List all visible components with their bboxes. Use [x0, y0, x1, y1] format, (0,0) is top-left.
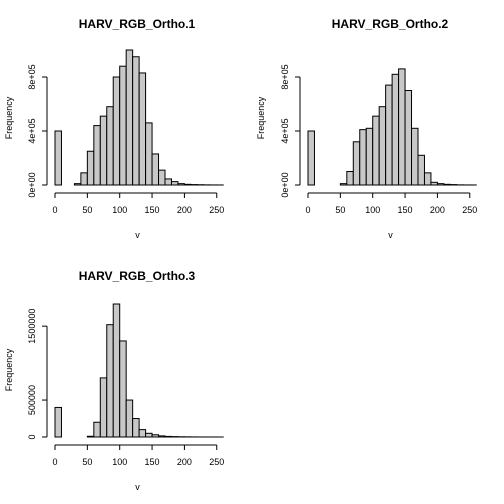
- histogram-bar: [93, 125, 101, 186]
- histogram-bar: [443, 183, 451, 186]
- histogram-bar: [423, 172, 432, 186]
- histogram-bar: [170, 181, 179, 186]
- histogram-bar: [164, 178, 172, 186]
- x-axis-label: v: [135, 482, 140, 492]
- histogram-bar: [151, 153, 160, 186]
- histogram-bar: [430, 181, 438, 186]
- x-tick-label: 200: [177, 205, 192, 215]
- x-tick-label: 150: [398, 205, 413, 215]
- x-tick-label: 0: [52, 457, 57, 467]
- y-axis-label: Frequency: [256, 96, 266, 139]
- histogram-bar: [365, 127, 374, 186]
- y-tick-label: 0: [27, 434, 37, 439]
- y-axis-label: Frequency: [4, 96, 14, 139]
- x-tick-label: 250: [209, 205, 224, 215]
- chart-title: HARV_RGB_Ortho.2: [332, 17, 449, 31]
- histogram-bar: [86, 150, 95, 186]
- x-tick-label: 50: [82, 457, 92, 467]
- y-tick-label: 0e+00: [27, 172, 37, 197]
- histogram-bar: [307, 130, 315, 186]
- x-tick-label: 150: [145, 457, 160, 467]
- histogram-bar: [436, 183, 445, 186]
- x-tick-label: 200: [430, 205, 445, 215]
- histogram-bar: [106, 106, 114, 186]
- x-axis-label: v: [388, 230, 393, 240]
- y-tick-label: 8e+05: [27, 64, 37, 89]
- histogram-bar: [119, 65, 127, 186]
- histogram-bar: [385, 84, 393, 186]
- y-tick-label: 0e+00: [280, 172, 290, 197]
- histogram-panel-2: HARV_RGB_Ortho.2 0 50 100 150 200 250 v 0e+00 4e+…: [256, 17, 477, 240]
- histogram-bar: [132, 418, 140, 438]
- y-tick-label: 4e+05: [280, 118, 290, 143]
- histogram-bar: [112, 76, 121, 186]
- histogram-bar: [158, 435, 166, 438]
- histogram-bar: [112, 303, 121, 438]
- x-axis-label: v: [135, 230, 140, 240]
- histogram-bar: [346, 171, 354, 186]
- histogram-bar: [80, 172, 88, 186]
- histogram-bar: [352, 141, 361, 186]
- x-tick-label: 100: [112, 205, 127, 215]
- y-tick-label: 4e+05: [27, 118, 37, 143]
- histogram-bar: [119, 340, 127, 438]
- histogram-panel-3: HARV_RGB_Ortho.3 0 50 100 150 200 250 v 0 500000 1…: [4, 269, 224, 492]
- histogram-panel-1: HARV_RGB_Ortho.1 0 50 100 150 200 250 v 0e+00 4e+…: [4, 17, 224, 240]
- x-tick-label: 50: [82, 205, 92, 215]
- histogram-bar: [339, 183, 348, 186]
- y-tick-label: 8e+05: [280, 64, 290, 89]
- histogram-bar: [398, 68, 406, 186]
- histogram-bar: [151, 434, 160, 438]
- histogram-bar: [411, 127, 419, 186]
- histogram-bar: [93, 421, 101, 438]
- x-tick-label: 100: [365, 205, 380, 215]
- x-tick-label: 100: [112, 457, 127, 467]
- histogram-bar: [106, 324, 114, 438]
- histogram-bar: [138, 429, 147, 438]
- histogram-bar: [54, 406, 62, 438]
- x-tick-label: 250: [462, 205, 477, 215]
- x-tick-label: 0: [305, 205, 310, 215]
- histogram-bar: [183, 183, 192, 186]
- histogram-bar: [177, 183, 185, 186]
- histogram-bar: [378, 106, 387, 186]
- histogram-bar: [99, 115, 108, 186]
- histogram-bar: [404, 90, 413, 186]
- histogram-bar: [125, 49, 134, 186]
- x-tick-label: 50: [335, 205, 345, 215]
- histogram-bar: [99, 377, 108, 438]
- chart-title: HARV_RGB_Ortho.3: [79, 269, 196, 283]
- histogram-bar: [417, 154, 425, 186]
- histogram-bar: [73, 183, 82, 186]
- x-tick-label: 0: [52, 205, 57, 215]
- histogram-bar: [86, 435, 95, 438]
- histogram-bar: [125, 399, 134, 438]
- histogram-bar: [359, 129, 367, 186]
- histogram-bar: [54, 130, 62, 186]
- x-tick-label: 200: [177, 457, 192, 467]
- y-axis-label: Frequency: [4, 348, 14, 391]
- histogram-bar: [138, 72, 147, 186]
- x-tick-label: 150: [145, 205, 160, 215]
- y-tick-label: 1500000: [27, 309, 37, 344]
- histogram-bar: [372, 115, 380, 186]
- histogram-bar: [132, 56, 140, 186]
- histogram-bar: [145, 432, 153, 438]
- chart-title: HARV_RGB_Ortho.1: [79, 17, 196, 31]
- histogram-bar: [164, 435, 172, 438]
- histogram-bar: [145, 122, 153, 186]
- histogram-bar: [158, 169, 166, 186]
- x-tick-label: 250: [209, 457, 224, 467]
- histogram-bar: [391, 73, 400, 186]
- y-tick-label: 500000: [27, 385, 37, 415]
